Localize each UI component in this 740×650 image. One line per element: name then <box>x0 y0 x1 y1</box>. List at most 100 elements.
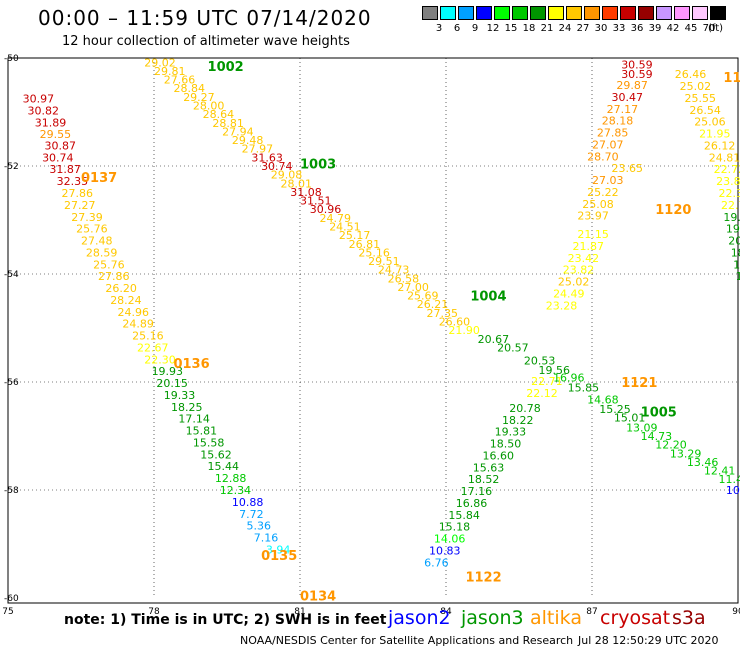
wave-height-value: 31.89 <box>35 116 66 129</box>
pass-label: 1004 <box>470 290 506 305</box>
wave-height-value: 28.84 <box>173 82 205 95</box>
wave-height-value: 27.86 <box>62 187 94 200</box>
legend-swatch <box>584 6 600 20</box>
wave-height-value: 28.01 <box>281 177 313 190</box>
wave-height-value: 15.44 <box>208 460 240 473</box>
legend-bin-label: 24 <box>558 23 572 34</box>
legend-swatch <box>692 6 708 20</box>
lat-tick-label: -56 <box>4 378 19 388</box>
wave-height-value: 24.81 <box>709 151 740 164</box>
wave-height-value: 7.72 <box>239 508 264 521</box>
wave-height-value: 25.17 <box>339 229 371 242</box>
wave-height-value: 26.21 <box>417 298 449 311</box>
wave-height-value: 27.85 <box>597 127 629 140</box>
pass-label: 0136 <box>173 357 209 372</box>
wave-height-value: 28.00 <box>193 100 225 113</box>
lon-tick-label: 75 <box>2 607 13 617</box>
lat-tick-label: -54 <box>4 270 19 280</box>
wave-height-value: 26.20 <box>105 282 137 295</box>
legend-bin-label: 33 <box>612 23 626 34</box>
wave-height-value: 27.86 <box>98 270 129 283</box>
pass-label: 0135 <box>261 549 297 564</box>
page-subtitle: 12 hour collection of altimeter wave hei… <box>62 34 350 49</box>
wave-height-value: 19.56 <box>538 364 570 377</box>
legend-bin-label: 21 <box>540 23 554 34</box>
wave-height-value: 24.79 <box>319 212 351 225</box>
wave-height-value: 25.16 <box>358 246 390 259</box>
wave-height-value: 22.72 <box>714 163 740 176</box>
wave-height-value: 17.16 <box>461 485 493 498</box>
wave-height-value: 25.22 <box>587 186 619 199</box>
wave-height-value: 27.07 <box>592 138 624 151</box>
legend-bin-label: 42 <box>666 23 680 34</box>
lon-tick-label: 87 <box>586 607 597 617</box>
wave-height-value: 22.71 <box>531 375 563 388</box>
wave-height-value: 14.73 <box>641 430 673 443</box>
legend-bin-label: 36 <box>630 23 644 34</box>
wave-height-value: 27.35 <box>427 307 459 320</box>
wave-height-value: 19.33 <box>495 426 526 439</box>
wave-height-value: 10.43 <box>726 484 740 497</box>
wave-height-value: 25.16 <box>132 330 164 343</box>
lon-tick-label: 90 <box>732 607 740 617</box>
pass-labels: 1002 1003 1004 1005 0137 0136 0135 0134 1120 1122… <box>81 60 740 604</box>
wave-height-value: 27.97 <box>242 143 274 156</box>
legend-bin-label: 39 <box>648 23 662 34</box>
wave-height-value: 25.02 <box>680 80 712 93</box>
wave-height-value: 18.25 <box>171 401 203 414</box>
wave-height-value: 31.87 <box>49 163 81 176</box>
wave-height-value: 26.46 <box>675 68 707 81</box>
wave-height-value: 15.62 <box>200 448 232 461</box>
wave-height-value: 23.42 <box>568 252 600 265</box>
wave-height-value: 13.46 <box>687 456 719 469</box>
wave-height-value: 25.06 <box>694 116 726 129</box>
wave-height-value: 12.88 <box>215 472 247 485</box>
satellite-cryosat: cryosat <box>600 607 671 629</box>
wave-height-value: 29.48 <box>232 134 264 147</box>
map-grid <box>8 58 738 598</box>
wave-height-value: 20.78 <box>509 402 541 415</box>
wave-height-value: 30.59 <box>621 68 653 81</box>
lat-tick-label: -52 <box>4 162 19 172</box>
wave-height-value: 6.76 <box>424 556 449 569</box>
wave-height-value: 22.30 <box>144 353 176 366</box>
legend-swatch <box>494 6 510 20</box>
page-title: 00:00 – 11:59 UTC 07/14/2020 <box>38 6 372 30</box>
wave-height-value: 22.71 <box>721 199 740 212</box>
wave-height-value: 24.73 <box>378 264 410 277</box>
wave-height-value: 17.12 <box>733 258 740 271</box>
wave-height-value: 20.15 <box>156 377 188 390</box>
wave-height-value: 19.93 <box>152 365 184 378</box>
wave-height-value: 21.87 <box>573 240 605 253</box>
wave-height-value: 18.52 <box>468 473 500 486</box>
wave-height-value: 25.69 <box>407 290 439 303</box>
wave-height-value: 10.83 <box>429 544 461 557</box>
wave-height-value: 31.63 <box>251 151 282 164</box>
wave-height-value: 15.84 <box>448 509 480 522</box>
wave-height-value: 29.02 <box>144 56 176 69</box>
pass-label: 1003 <box>300 157 336 172</box>
wave-height-value: 29.27 <box>183 91 215 104</box>
legend-bin-label: 3 <box>435 23 443 34</box>
lat-tick-label: -58 <box>4 486 19 496</box>
legend-swatch <box>512 6 528 20</box>
wave-height-value: 28.81 <box>212 117 244 130</box>
wave-height-value: 23.87 <box>716 175 740 188</box>
wave-height-value: 27.03 <box>592 174 624 187</box>
wave-height-value: 12.20 <box>655 439 687 452</box>
wave-height-value: 20.53 <box>524 354 556 367</box>
wave-height-value: 12.41 <box>704 465 736 478</box>
wave-height-value: 27.39 <box>71 211 103 224</box>
wave-height-value: 21.90 <box>448 324 480 337</box>
lat-tick-label: -60 <box>4 594 19 604</box>
satellite-altika: altika <box>530 607 582 629</box>
pass-label: 1005 <box>641 406 677 421</box>
legend-swatch <box>530 6 546 20</box>
track-altika: 29.0229.8127.6628.8429.2728.0028.6428.81… <box>144 56 609 399</box>
wave-height-value: 27.17 <box>607 103 639 116</box>
satellite-jason2: jason2 <box>388 607 451 629</box>
legend-swatch <box>638 6 654 20</box>
wave-height-value: 13.09 <box>626 421 658 434</box>
wave-height-value: 30.74 <box>42 151 74 164</box>
wave-height-value: 10.88 <box>232 496 264 509</box>
